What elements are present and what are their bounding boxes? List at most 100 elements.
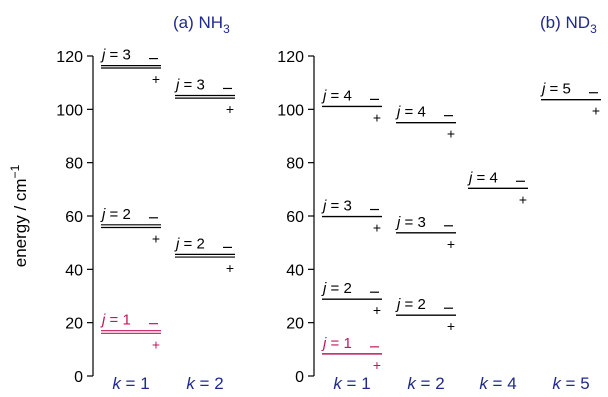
j-label-value: = 2	[326, 280, 351, 297]
j-label: j = 3	[395, 214, 426, 231]
j-label-value: = 3	[326, 198, 351, 215]
y-tick-label: 40	[65, 262, 83, 279]
parity-plus-mark: +	[373, 220, 381, 236]
k-label-value: = 4	[488, 374, 517, 392]
j-label: j = 3	[100, 47, 131, 64]
j-label: j = 2	[100, 206, 131, 223]
j-label-symbol: j	[321, 87, 327, 104]
column-k4: k = 4j = 4+	[467, 169, 528, 393]
k-label: k = 2	[186, 374, 223, 392]
parity-plus-mark: +	[447, 126, 455, 142]
j-label-symbol: j	[395, 214, 401, 231]
j-label-value: = 5	[545, 81, 570, 98]
energy-level-j3: j = 3 +	[321, 198, 382, 236]
j-label-value: = 4	[326, 87, 351, 104]
j-label: j = 2	[395, 296, 426, 313]
j-label-symbol: j	[321, 198, 327, 215]
k-label: k = 1	[112, 374, 149, 392]
energy-level-j3: j = 3 +	[395, 214, 456, 252]
column-k2: k = 2 j = 2 + j = 3 + j = 4 +	[395, 104, 456, 393]
k-label-symbol: k	[186, 374, 196, 392]
y-tick-label: 80	[286, 156, 304, 173]
j-label-symbol: j	[395, 296, 401, 313]
energy-level-j2: j = 2 +	[395, 296, 456, 334]
j-label-value: = 4	[400, 104, 425, 121]
panel-title: (a) NH3	[173, 13, 230, 36]
y-tick-label: 120	[56, 49, 83, 66]
energy-level-j5: j = 5 +	[540, 81, 601, 119]
j-label-symbol: j	[321, 335, 327, 352]
k-label-value: = 1	[121, 374, 150, 392]
energy-level-j2: j = 2 +	[100, 206, 161, 246]
parity-plus-mark: +	[152, 336, 160, 352]
k-label-value: = 2	[195, 374, 224, 392]
j-label-symbol: j	[321, 280, 327, 297]
energy-level-j3: j = 3 +	[100, 47, 161, 87]
k-label-symbol: k	[552, 374, 562, 392]
y-tick-label: 80	[65, 156, 83, 173]
j-label: j = 2	[321, 280, 352, 297]
j-label: j = 3	[174, 76, 205, 93]
parity-plus-mark: +	[373, 357, 381, 373]
panel-title-subscript: 3	[590, 22, 597, 36]
parity-plus-mark: +	[592, 103, 600, 119]
j-label-value: = 2	[105, 206, 130, 223]
j-label: j = 4	[321, 87, 352, 104]
panel-title: (b) ND3	[540, 13, 597, 36]
energy-level-j4: j = 4 +	[395, 104, 456, 142]
j-label-value: = 2	[179, 235, 204, 252]
column-k1: k = 1 j = 1 + j = 2 + j = 3 +	[100, 47, 161, 393]
y-tick-label: 20	[286, 316, 304, 333]
parity-plus-mark: +	[447, 318, 455, 334]
j-label-value: = 1	[326, 335, 351, 352]
column-k1: k = 1 j = 1 + j = 2 + j = 3 + j = 4 +	[321, 87, 382, 393]
energy-level-j1: j = 1 +	[100, 312, 161, 352]
y-tick-label: 20	[65, 316, 83, 333]
k-label-value: = 2	[416, 374, 445, 392]
parity-plus-mark: +	[373, 302, 381, 318]
j-label-symbol: j	[100, 312, 106, 329]
k-label-symbol: k	[479, 374, 489, 392]
j-label-value: = 3	[179, 76, 204, 93]
y-tick-label: 0	[74, 369, 83, 386]
energy-level-j4: j = 4 +	[467, 169, 528, 207]
k-label-value: = 5	[561, 374, 590, 392]
j-label: j = 2	[174, 235, 205, 252]
parity-plus-mark: +	[226, 101, 234, 117]
parity-plus-mark: +	[519, 191, 527, 207]
j-label-symbol: j	[540, 81, 546, 98]
j-label-value: = 3	[105, 47, 130, 64]
column-k2: k = 2j = 2+j = 3+	[174, 76, 235, 393]
j-label: j = 4	[395, 104, 426, 121]
energy-level-j2: j = 2 +	[174, 235, 235, 276]
k-label: k = 1	[333, 374, 370, 392]
k-label: k = 4	[479, 374, 516, 392]
y-axis-label: energy / cm−1	[8, 164, 30, 267]
panel-title-main: (b) ND	[540, 13, 590, 32]
y-tick-label: 120	[277, 49, 304, 66]
parity-plus-mark: +	[152, 71, 160, 87]
column-k5: k = 5j = 5+	[540, 81, 601, 393]
parity-plus-mark: +	[373, 109, 381, 125]
k-label-symbol: k	[407, 374, 417, 392]
y-tick-label: 40	[286, 262, 304, 279]
parity-plus-mark: +	[447, 236, 455, 252]
j-label: j = 1	[321, 335, 352, 352]
j-label-symbol: j	[174, 235, 180, 252]
k-label: k = 2	[407, 374, 444, 392]
energy-level-j2: j = 2 +	[321, 280, 382, 318]
j-label: j = 5	[540, 81, 571, 98]
j-label-symbol: j	[100, 206, 106, 223]
y-tick-label: 100	[56, 102, 83, 119]
j-label-value: = 4	[472, 169, 497, 186]
y-tick-label: 60	[65, 209, 83, 226]
j-label-value: = 1	[105, 312, 130, 329]
parity-plus-mark: +	[152, 230, 160, 246]
y-tick-label: 0	[295, 369, 304, 386]
j-label-symbol: j	[395, 104, 401, 121]
k-label: k = 5	[552, 374, 589, 392]
j-label: j = 3	[321, 198, 352, 215]
